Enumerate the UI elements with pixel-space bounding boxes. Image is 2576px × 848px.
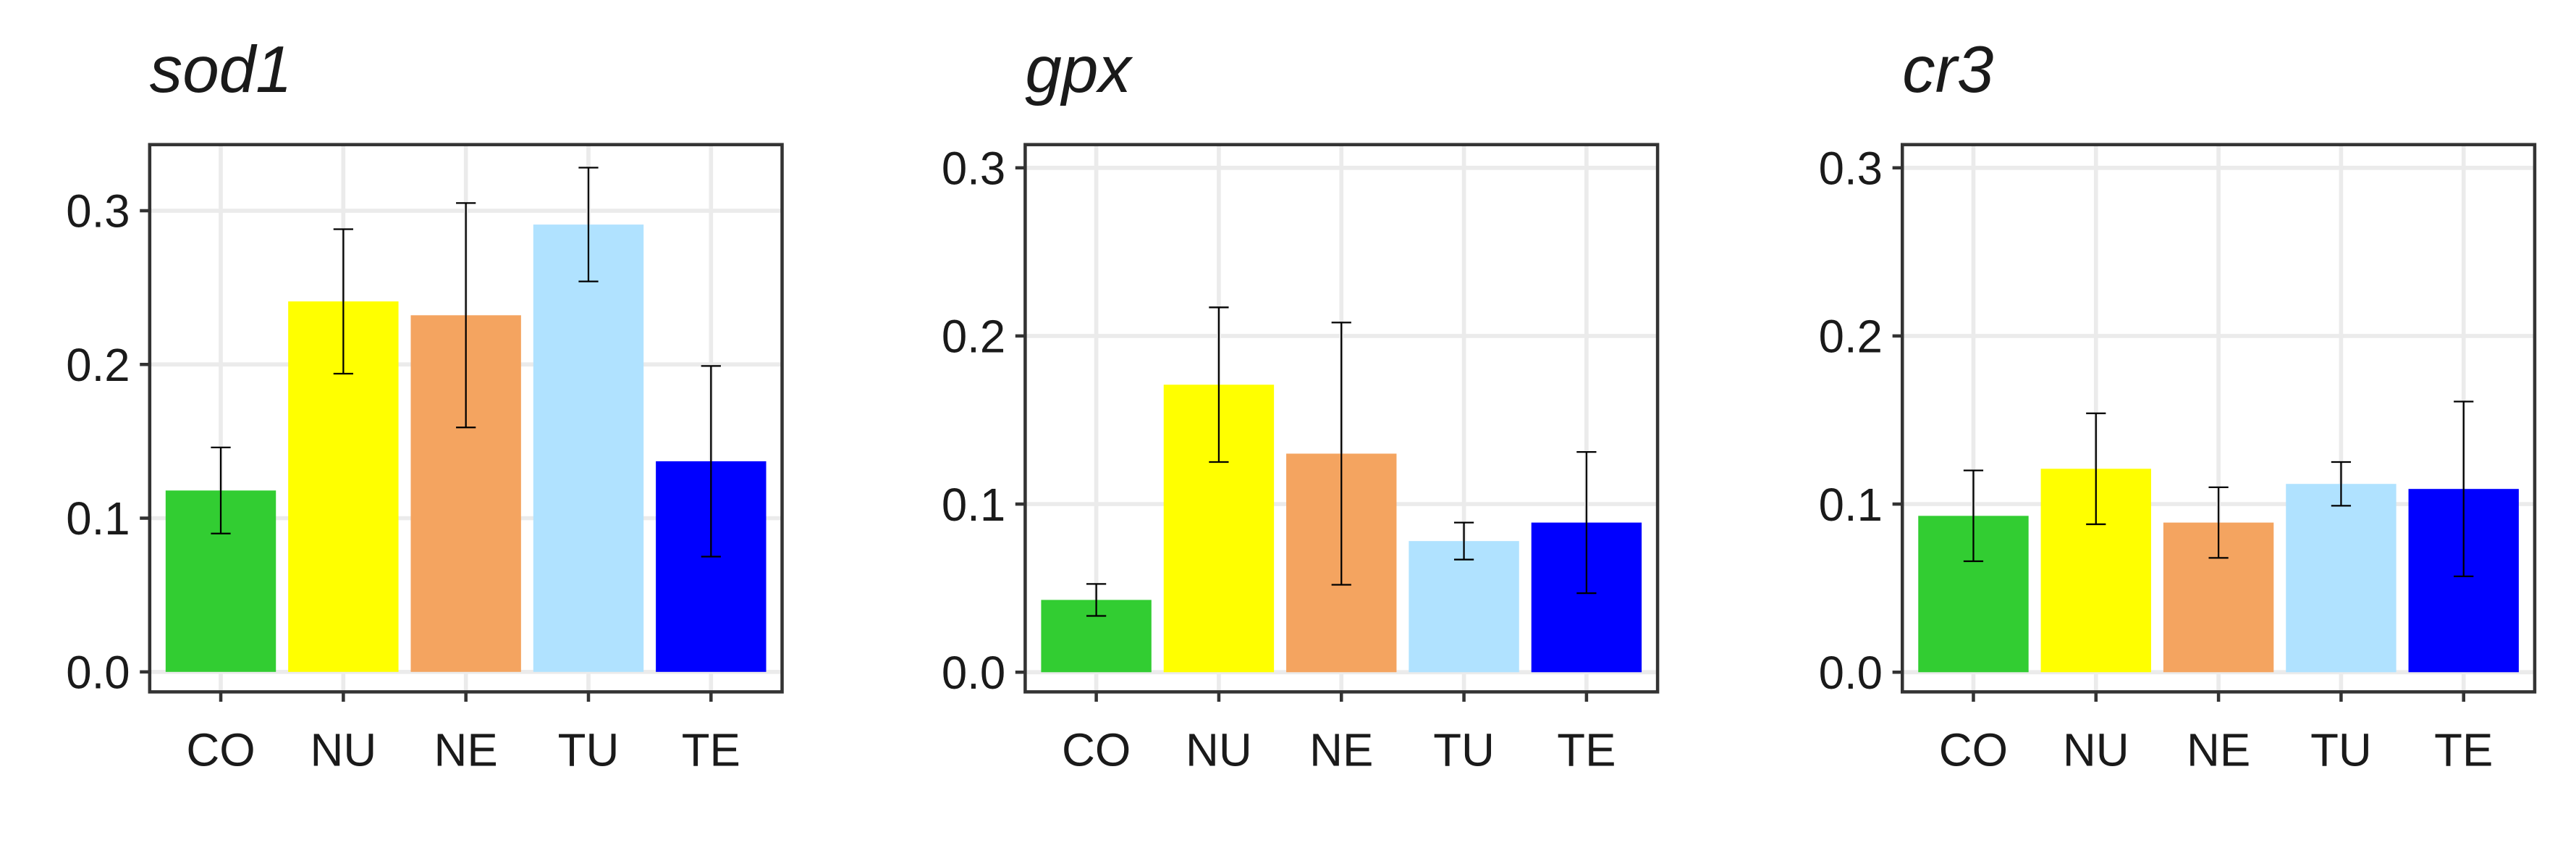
x-tick-label: TE <box>2434 725 2493 776</box>
y-tick-label: 0.3 <box>66 186 130 238</box>
y-tick-label: 0.3 <box>1819 143 1883 194</box>
x-tick-label: TU <box>2310 725 2372 776</box>
bar <box>533 224 644 672</box>
x-tick-label: NE <box>2187 725 2250 776</box>
panel-border <box>1023 143 1660 694</box>
y-tick-label: 0.0 <box>66 647 130 699</box>
x-tick-label: NE <box>1309 725 1373 776</box>
x-tick-label: TE <box>1557 725 1616 776</box>
x-tick-label: NU <box>1186 725 1252 776</box>
x-tick-label: NU <box>2063 725 2129 776</box>
x-tick-label: CO <box>1939 725 2008 776</box>
chart-title: gpx <box>1025 33 1133 106</box>
bar <box>2286 484 2396 673</box>
x-tick-label: CO <box>1062 725 1131 776</box>
x-tick-label: NE <box>434 725 498 776</box>
x-tick-label: TU <box>1433 725 1495 776</box>
y-tick-label: 0.1 <box>66 493 130 545</box>
y-tick-label: 0.2 <box>1819 311 1883 363</box>
chart-title: sod1 <box>150 33 292 106</box>
x-tick-label: NU <box>310 725 376 776</box>
bar <box>1409 541 1519 673</box>
y-tick-label: 0.2 <box>66 340 130 391</box>
y-tick-label: 0.1 <box>942 479 1005 531</box>
x-tick-label: TU <box>558 725 620 776</box>
y-tick-label: 0.0 <box>942 647 1005 699</box>
y-tick-label: 0.0 <box>1819 647 1883 699</box>
y-tick-label: 0.3 <box>942 143 1005 194</box>
panel-border <box>148 143 784 694</box>
x-tick-label: TE <box>682 725 740 776</box>
chart-title: cr3 <box>1902 33 1993 106</box>
x-tick-label: CO <box>186 725 255 776</box>
panel-border <box>1900 143 2537 694</box>
y-tick-label: 0.2 <box>942 311 1005 363</box>
y-tick-label: 0.1 <box>1819 479 1883 531</box>
